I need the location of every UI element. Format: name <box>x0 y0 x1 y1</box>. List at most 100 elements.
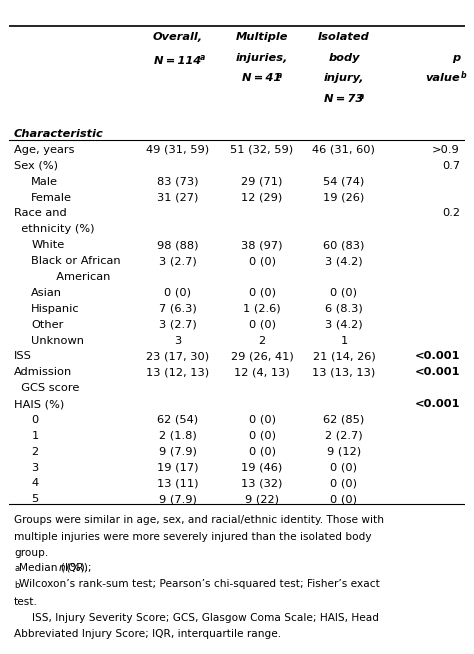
Text: 49 (31, 59): 49 (31, 59) <box>146 145 210 155</box>
Text: 12 (4, 13): 12 (4, 13) <box>234 368 290 377</box>
Text: ISS, Injury Severity Score; GCS, Glasgow Coma Scale; HAIS, Head: ISS, Injury Severity Score; GCS, Glasgow… <box>32 613 379 623</box>
Text: 9 (22): 9 (22) <box>245 494 279 504</box>
Text: White: White <box>31 240 64 250</box>
Text: 0 (0): 0 (0) <box>248 447 275 456</box>
Text: Wilcoxon’s rank-sum test; Pearson’s chi-squared test; Fisher’s exact: Wilcoxon’s rank-sum test; Pearson’s chi-… <box>19 579 380 589</box>
Text: Isolated: Isolated <box>318 32 370 42</box>
Text: 6 (8.3): 6 (8.3) <box>325 303 363 314</box>
Text: Male: Male <box>31 177 58 186</box>
Text: 51 (32, 59): 51 (32, 59) <box>230 145 293 155</box>
Text: Multiple: Multiple <box>236 32 288 42</box>
Text: 19 (26): 19 (26) <box>323 192 365 203</box>
Text: 1: 1 <box>340 336 347 345</box>
Text: 2: 2 <box>258 336 265 345</box>
Text: HAIS (%): HAIS (%) <box>14 399 64 409</box>
Text: 3 (2.7): 3 (2.7) <box>159 256 197 266</box>
Text: Sex (%): Sex (%) <box>14 161 58 171</box>
Text: GCS score: GCS score <box>14 383 80 393</box>
Text: Hispanic: Hispanic <box>31 303 80 314</box>
Text: Groups were similar in age, sex, and racial/ethnic identity. Those with: Groups were similar in age, sex, and rac… <box>14 515 384 525</box>
Text: 83 (73): 83 (73) <box>157 177 199 186</box>
Text: Black or African: Black or African <box>31 256 121 266</box>
Text: 0 (0): 0 (0) <box>248 320 275 330</box>
Text: 3: 3 <box>31 462 38 473</box>
Text: 19 (46): 19 (46) <box>241 462 283 473</box>
Text: Other: Other <box>31 320 64 330</box>
Text: Overall,: Overall, <box>153 32 203 42</box>
Text: 0 (0): 0 (0) <box>164 288 191 298</box>
Text: 29 (71): 29 (71) <box>241 177 283 186</box>
Text: 0: 0 <box>31 415 38 425</box>
Text: 29 (26, 41): 29 (26, 41) <box>231 351 293 362</box>
Text: injury,: injury, <box>324 73 364 83</box>
Text: 0 (0): 0 (0) <box>330 462 357 473</box>
Text: 2 (2.7): 2 (2.7) <box>325 431 363 441</box>
Text: Median (IQR);: Median (IQR); <box>19 563 95 573</box>
Text: 1 (2.6): 1 (2.6) <box>243 303 281 314</box>
Text: 62 (54): 62 (54) <box>157 415 199 425</box>
Text: 0 (0): 0 (0) <box>248 415 275 425</box>
Text: n: n <box>59 563 65 573</box>
Text: 5: 5 <box>31 494 38 504</box>
Text: 3: 3 <box>174 336 182 345</box>
Text: 4: 4 <box>31 479 38 489</box>
Text: 0 (0): 0 (0) <box>248 288 275 298</box>
Text: multiple injuries were more severely injured than the isolated body: multiple injuries were more severely inj… <box>14 532 372 542</box>
Text: Unknown: Unknown <box>31 336 84 345</box>
Text: 3 (4.2): 3 (4.2) <box>325 256 363 266</box>
Text: 31 (27): 31 (27) <box>157 192 199 203</box>
Text: 0.7: 0.7 <box>442 161 460 171</box>
Text: b: b <box>460 71 466 80</box>
Text: <0.001: <0.001 <box>414 351 460 362</box>
Text: a: a <box>200 53 205 62</box>
Text: a: a <box>359 92 365 101</box>
Text: 9 (7.9): 9 (7.9) <box>159 494 197 504</box>
Text: 19 (17): 19 (17) <box>157 462 199 473</box>
Text: 3 (4.2): 3 (4.2) <box>325 320 363 330</box>
Text: N = 114: N = 114 <box>154 56 201 66</box>
Text: a: a <box>14 564 19 573</box>
Text: group.: group. <box>14 548 48 558</box>
Text: 0 (0): 0 (0) <box>248 431 275 441</box>
Text: Abbreviated Injury Score; IQR, interquartile range.: Abbreviated Injury Score; IQR, interquar… <box>14 630 281 640</box>
Text: 98 (88): 98 (88) <box>157 240 199 250</box>
Text: 1: 1 <box>31 431 38 441</box>
Text: injuries,: injuries, <box>236 52 288 63</box>
Text: 13 (13, 13): 13 (13, 13) <box>312 368 375 377</box>
Text: Race and: Race and <box>14 209 67 218</box>
Text: 46 (31, 60): 46 (31, 60) <box>312 145 375 155</box>
Text: <0.001: <0.001 <box>414 368 460 377</box>
Text: 3 (2.7): 3 (2.7) <box>159 320 197 330</box>
Text: 60 (83): 60 (83) <box>323 240 365 250</box>
Text: Asian: Asian <box>31 288 62 298</box>
Text: body: body <box>328 52 360 63</box>
Text: N = 41: N = 41 <box>242 73 282 83</box>
Text: 62 (85): 62 (85) <box>323 415 365 425</box>
Text: 13 (32): 13 (32) <box>241 479 283 489</box>
Text: 0 (0): 0 (0) <box>330 288 357 298</box>
Text: (%).: (%). <box>63 563 88 573</box>
Text: 23 (17, 30): 23 (17, 30) <box>146 351 210 362</box>
Text: ethnicity (%): ethnicity (%) <box>14 224 94 234</box>
Text: Characteristic: Characteristic <box>14 129 104 139</box>
Text: 0 (0): 0 (0) <box>330 494 357 504</box>
Text: N = 73: N = 73 <box>324 94 364 104</box>
Text: 13 (11): 13 (11) <box>157 479 199 489</box>
Text: 38 (97): 38 (97) <box>241 240 283 250</box>
Text: ISS: ISS <box>14 351 32 362</box>
Text: 12 (29): 12 (29) <box>241 192 283 203</box>
Text: 7 (6.3): 7 (6.3) <box>159 303 197 314</box>
Text: test.: test. <box>14 597 38 607</box>
Text: b: b <box>14 581 19 589</box>
Text: 21 (14, 26): 21 (14, 26) <box>312 351 375 362</box>
Text: 54 (74): 54 (74) <box>323 177 365 186</box>
Text: American: American <box>49 272 110 282</box>
Text: <0.001: <0.001 <box>414 399 460 409</box>
Text: 2: 2 <box>31 447 38 456</box>
Text: Female: Female <box>31 192 73 203</box>
Text: 13 (12, 13): 13 (12, 13) <box>146 368 210 377</box>
Text: 9 (12): 9 (12) <box>327 447 361 456</box>
Text: Age, years: Age, years <box>14 145 74 155</box>
Text: 0 (0): 0 (0) <box>248 256 275 266</box>
Text: 2 (1.8): 2 (1.8) <box>159 431 197 441</box>
